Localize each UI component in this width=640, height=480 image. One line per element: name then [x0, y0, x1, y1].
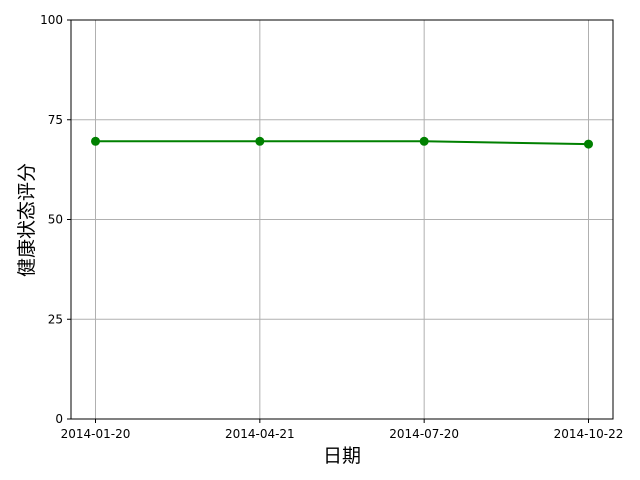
y-tick-label: 100 — [40, 13, 63, 27]
y-tick-label: 75 — [48, 113, 63, 127]
y-axis-title: 健康状态评分 — [16, 163, 38, 277]
x-tick-label: 2014-07-20 — [389, 427, 459, 441]
data-point-marker — [584, 139, 593, 149]
x-tick-label: 2014-04-21 — [225, 427, 295, 441]
x-tick-label: 2014-01-20 — [61, 427, 131, 441]
data-point-marker — [419, 136, 429, 146]
series-line — [95, 140, 589, 146]
x-axis-title: 日期 — [323, 445, 361, 467]
data-point-marker — [91, 136, 100, 146]
axis-ticks: 2014-01-20 2014-04-21 2014-07-20 2014-10-22… — [40, 13, 623, 441]
y-tick-label: 25 — [48, 312, 63, 326]
data-point-marker — [255, 136, 265, 146]
grid-lines — [71, 19, 613, 420]
series-layer — [91, 136, 593, 149]
y-tick-label: 0 — [55, 412, 63, 426]
x-tick-label: 2014-10-22 — [554, 427, 624, 441]
y-tick-label: 50 — [48, 213, 63, 227]
